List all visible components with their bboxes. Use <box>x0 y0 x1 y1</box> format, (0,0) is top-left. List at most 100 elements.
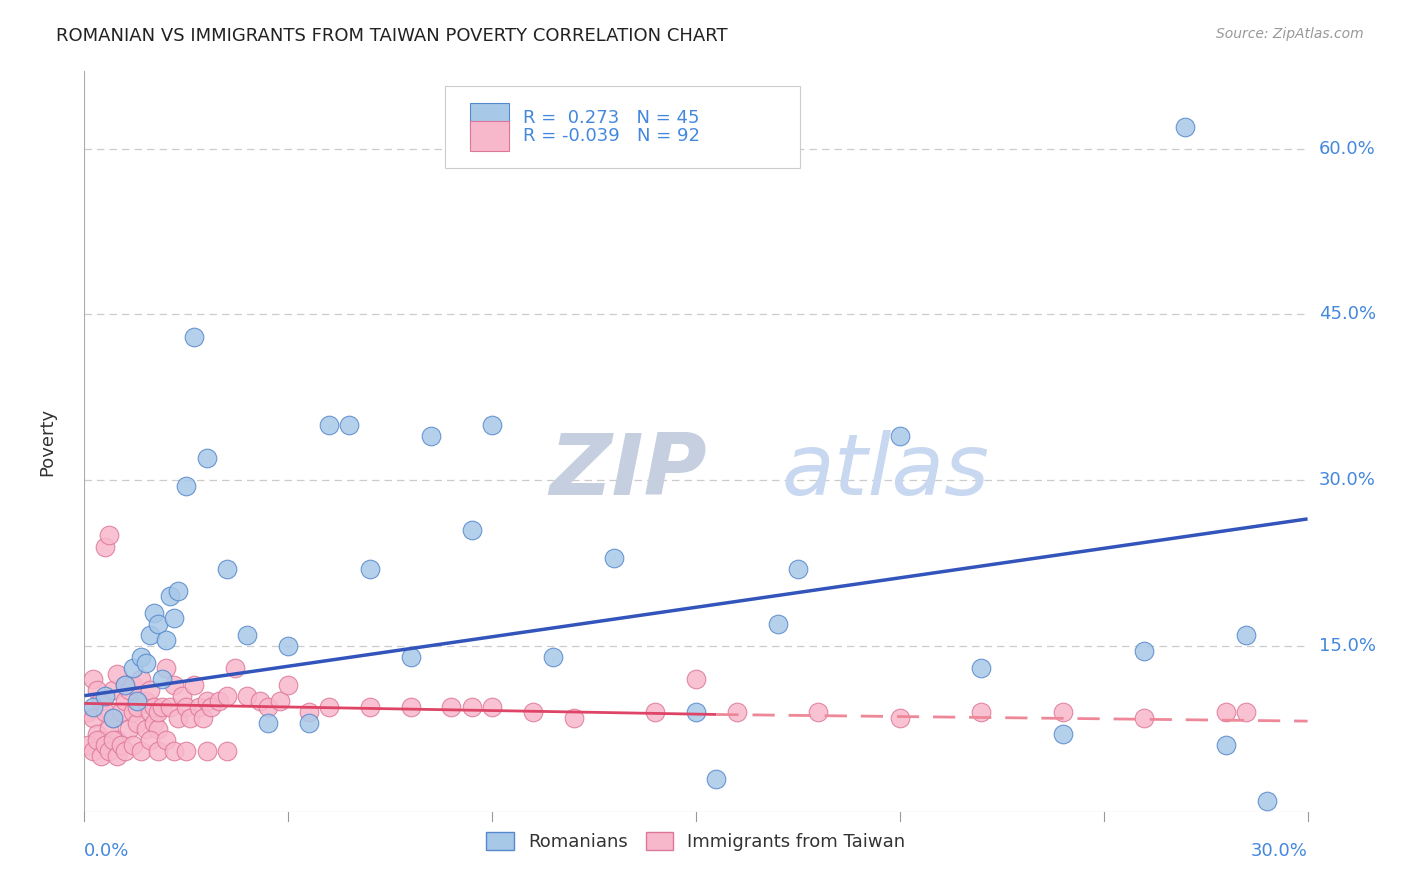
Text: Poverty: Poverty <box>38 408 56 475</box>
Point <box>217 689 239 703</box>
Point <box>135 656 157 670</box>
Point <box>93 689 115 703</box>
Point <box>269 694 291 708</box>
Point <box>163 744 186 758</box>
Text: Source: ZipAtlas.com: Source: ZipAtlas.com <box>1216 27 1364 41</box>
Point <box>97 722 120 736</box>
Point <box>167 711 190 725</box>
Text: atlas: atlas <box>782 430 990 513</box>
Point <box>82 672 104 686</box>
Point <box>1256 794 1278 808</box>
Point <box>82 744 104 758</box>
Point <box>150 672 173 686</box>
Point <box>187 699 209 714</box>
Point <box>150 699 173 714</box>
Point <box>101 683 124 698</box>
Point <box>249 694 271 708</box>
Point <box>90 732 112 747</box>
Point <box>1215 739 1237 753</box>
Point <box>420 429 443 443</box>
Point <box>183 329 205 343</box>
Point <box>86 683 108 698</box>
Point <box>90 749 112 764</box>
Point <box>82 711 104 725</box>
Point <box>105 666 128 681</box>
Text: ZIP: ZIP <box>550 430 707 513</box>
Point <box>191 711 214 725</box>
Point <box>82 699 104 714</box>
Point <box>277 639 299 653</box>
Point <box>1236 628 1258 642</box>
Point <box>135 694 157 708</box>
Point <box>217 744 239 758</box>
Point <box>298 706 321 720</box>
Point <box>359 561 381 575</box>
Point <box>155 633 177 648</box>
Point <box>1052 706 1074 720</box>
Point <box>86 732 108 747</box>
Point <box>685 706 707 720</box>
Point <box>183 678 205 692</box>
Point <box>146 616 169 631</box>
Point <box>146 744 169 758</box>
Text: 30.0%: 30.0% <box>1319 471 1375 489</box>
Point <box>208 694 231 708</box>
Point <box>155 732 177 747</box>
Point <box>685 672 707 686</box>
Point <box>127 694 149 708</box>
Point <box>131 672 153 686</box>
Point <box>105 732 128 747</box>
Point <box>93 739 115 753</box>
Point <box>440 699 463 714</box>
Point <box>101 711 124 725</box>
Point <box>97 528 120 542</box>
Point <box>138 732 160 747</box>
Text: 30.0%: 30.0% <box>1251 842 1308 860</box>
Point <box>889 429 911 443</box>
Point <box>461 523 484 537</box>
Point <box>174 744 197 758</box>
Point <box>101 711 124 725</box>
Point <box>142 716 165 731</box>
Point <box>77 706 100 720</box>
Point <box>339 417 361 432</box>
Point <box>179 711 201 725</box>
Point <box>562 711 585 725</box>
Point <box>543 650 565 665</box>
Text: 60.0%: 60.0% <box>1319 140 1375 158</box>
Point <box>131 744 153 758</box>
Point <box>93 706 115 720</box>
Point <box>138 706 160 720</box>
Point <box>359 699 381 714</box>
Point <box>122 661 145 675</box>
Point <box>118 683 141 698</box>
Point <box>257 716 280 731</box>
Point <box>101 732 124 747</box>
Text: ROMANIAN VS IMMIGRANTS FROM TAIWAN POVERTY CORRELATION CHART: ROMANIAN VS IMMIGRANTS FROM TAIWAN POVER… <box>56 27 728 45</box>
Point <box>706 772 728 786</box>
Text: 15.0%: 15.0% <box>1319 637 1375 655</box>
Point <box>200 699 222 714</box>
FancyBboxPatch shape <box>446 87 800 168</box>
Point <box>159 589 181 603</box>
Point <box>1052 727 1074 741</box>
Point <box>127 716 149 731</box>
Point <box>257 699 280 714</box>
Point <box>195 451 218 466</box>
Point <box>174 479 197 493</box>
Point <box>277 678 299 692</box>
Point <box>195 744 218 758</box>
Point <box>93 540 115 554</box>
Point <box>77 739 100 753</box>
Point <box>236 689 259 703</box>
Point <box>131 650 153 665</box>
Point <box>163 611 186 625</box>
Point <box>217 561 239 575</box>
Point <box>172 689 194 703</box>
Text: R =  0.273   N = 45: R = 0.273 N = 45 <box>523 109 700 127</box>
Point <box>138 683 160 698</box>
Point <box>138 628 160 642</box>
Point <box>298 716 321 731</box>
Point <box>122 739 145 753</box>
Point <box>481 417 503 432</box>
